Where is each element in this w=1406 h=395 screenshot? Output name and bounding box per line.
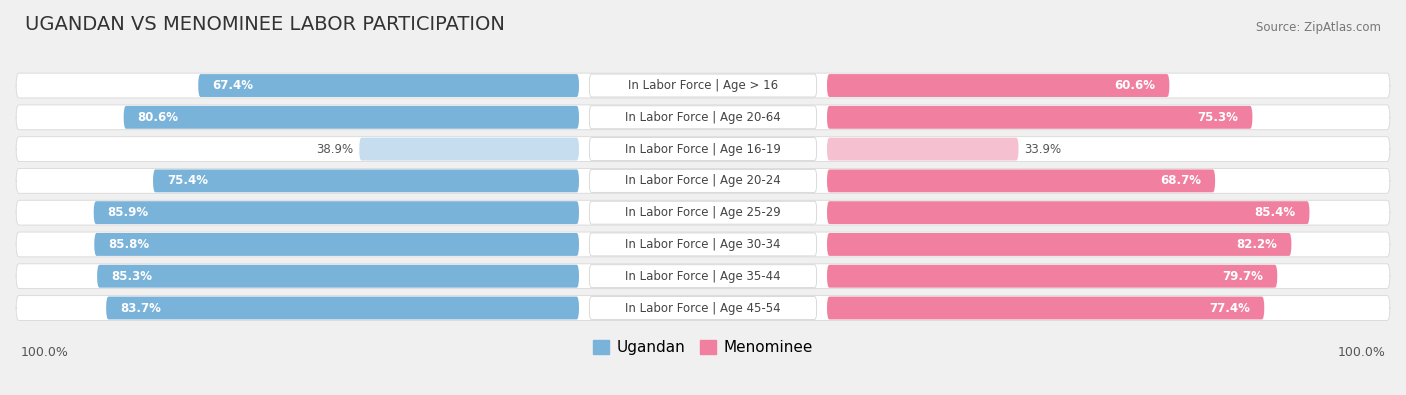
FancyBboxPatch shape	[589, 169, 817, 192]
Text: In Labor Force | Age 16-19: In Labor Force | Age 16-19	[626, 143, 780, 156]
Text: 68.7%: 68.7%	[1160, 174, 1201, 187]
FancyBboxPatch shape	[827, 265, 1277, 288]
Text: 67.4%: 67.4%	[212, 79, 253, 92]
FancyBboxPatch shape	[589, 138, 817, 160]
Text: In Labor Force | Age 30-34: In Labor Force | Age 30-34	[626, 238, 780, 251]
Text: 38.9%: 38.9%	[316, 143, 354, 156]
Text: 75.3%: 75.3%	[1198, 111, 1239, 124]
FancyBboxPatch shape	[94, 233, 579, 256]
FancyBboxPatch shape	[15, 105, 1391, 130]
FancyBboxPatch shape	[589, 265, 817, 288]
Text: In Labor Force | Age 25-29: In Labor Force | Age 25-29	[626, 206, 780, 219]
Text: 85.3%: 85.3%	[111, 270, 152, 283]
Text: In Labor Force | Age 20-64: In Labor Force | Age 20-64	[626, 111, 780, 124]
Text: 100.0%: 100.0%	[1337, 346, 1385, 359]
FancyBboxPatch shape	[15, 232, 1391, 257]
FancyBboxPatch shape	[827, 169, 1215, 192]
FancyBboxPatch shape	[589, 74, 817, 97]
Text: 85.8%: 85.8%	[108, 238, 149, 251]
FancyBboxPatch shape	[827, 233, 1291, 256]
FancyBboxPatch shape	[589, 233, 817, 256]
Text: UGANDAN VS MENOMINEE LABOR PARTICIPATION: UGANDAN VS MENOMINEE LABOR PARTICIPATION	[25, 15, 505, 34]
FancyBboxPatch shape	[827, 106, 1253, 129]
FancyBboxPatch shape	[359, 138, 579, 160]
Text: In Labor Force | Age 20-24: In Labor Force | Age 20-24	[626, 174, 780, 187]
FancyBboxPatch shape	[94, 201, 579, 224]
FancyBboxPatch shape	[589, 297, 817, 320]
FancyBboxPatch shape	[124, 106, 579, 129]
FancyBboxPatch shape	[153, 169, 579, 192]
FancyBboxPatch shape	[827, 297, 1264, 320]
Text: 79.7%: 79.7%	[1223, 270, 1264, 283]
Text: 85.9%: 85.9%	[107, 206, 149, 219]
FancyBboxPatch shape	[589, 201, 817, 224]
Text: 60.6%: 60.6%	[1115, 79, 1156, 92]
Text: 77.4%: 77.4%	[1209, 301, 1250, 314]
Text: In Labor Force | Age 45-54: In Labor Force | Age 45-54	[626, 301, 780, 314]
FancyBboxPatch shape	[15, 264, 1391, 289]
FancyBboxPatch shape	[589, 106, 817, 129]
FancyBboxPatch shape	[15, 200, 1391, 225]
Text: Source: ZipAtlas.com: Source: ZipAtlas.com	[1256, 21, 1381, 34]
FancyBboxPatch shape	[15, 137, 1391, 162]
Legend: Ugandan, Menominee: Ugandan, Menominee	[593, 340, 813, 355]
FancyBboxPatch shape	[15, 169, 1391, 193]
FancyBboxPatch shape	[97, 265, 579, 288]
Text: 100.0%: 100.0%	[21, 346, 69, 359]
FancyBboxPatch shape	[827, 138, 1018, 160]
FancyBboxPatch shape	[198, 74, 579, 97]
Text: In Labor Force | Age > 16: In Labor Force | Age > 16	[628, 79, 778, 92]
Text: 33.9%: 33.9%	[1024, 143, 1062, 156]
FancyBboxPatch shape	[827, 201, 1309, 224]
Text: 75.4%: 75.4%	[167, 174, 208, 187]
Text: 83.7%: 83.7%	[120, 301, 160, 314]
FancyBboxPatch shape	[15, 295, 1391, 320]
FancyBboxPatch shape	[105, 297, 579, 320]
Text: 85.4%: 85.4%	[1254, 206, 1296, 219]
FancyBboxPatch shape	[827, 74, 1170, 97]
Text: In Labor Force | Age 35-44: In Labor Force | Age 35-44	[626, 270, 780, 283]
FancyBboxPatch shape	[15, 73, 1391, 98]
Text: 80.6%: 80.6%	[138, 111, 179, 124]
Text: 82.2%: 82.2%	[1237, 238, 1278, 251]
